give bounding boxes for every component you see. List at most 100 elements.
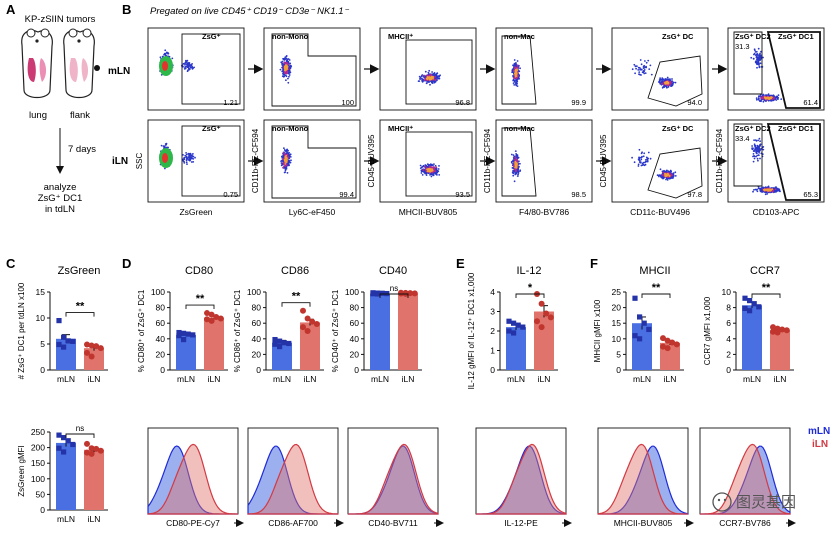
- event-dot: [516, 154, 518, 157]
- event-dot: [769, 99, 772, 102]
- event-dot: [755, 148, 757, 151]
- histogram-5: CCR7-BV786: [699, 427, 796, 528]
- event-dot: [510, 161, 513, 164]
- event-dot: [754, 188, 757, 191]
- event-dot: [282, 72, 284, 75]
- event-dot: [753, 157, 756, 160]
- data-point-circle: [84, 349, 90, 356]
- plot-frame: [611, 27, 709, 111]
- y-tick-label: 40: [252, 334, 262, 344]
- data-point-circle: [213, 313, 220, 320]
- event-dot: [515, 66, 517, 69]
- y-tick-label: 0: [256, 365, 261, 375]
- event-dot: [756, 148, 759, 151]
- event-dot: [427, 71, 430, 74]
- gate-title-dc2: ZsG⁺ DC2: [735, 124, 771, 133]
- gate-title-dc1: ZsG⁺ DC1: [778, 32, 814, 41]
- event-dot: [289, 62, 292, 65]
- event-dot: [423, 79, 426, 81]
- event-dot: [672, 172, 675, 175]
- flow-plot-r0-c5: ZsG⁺ DC2 ZsG⁺ DC1 31.3 61.4: [727, 27, 825, 111]
- data-point-circle: [204, 316, 210, 323]
- panel-letter-d: D: [122, 256, 131, 271]
- gate-dc1: [766, 31, 821, 109]
- event-dot: [669, 169, 672, 172]
- event-dot: [752, 155, 754, 158]
- data-point-square: [56, 445, 62, 451]
- event-dot: [516, 175, 519, 177]
- bar-iLN: [770, 330, 790, 370]
- event-dot: [642, 163, 645, 166]
- data-point-circle: [88, 445, 95, 452]
- event-dot: [634, 72, 636, 75]
- event-dot: [757, 154, 760, 157]
- event-dot: [663, 86, 666, 88]
- data-point-square: [181, 330, 187, 336]
- event-dot: [510, 153, 513, 156]
- event-dot: [514, 74, 517, 77]
- data-point-circle: [88, 353, 95, 360]
- event-dot: [756, 146, 758, 149]
- data-point-circle: [664, 345, 671, 352]
- x-tick-label: mLN: [633, 374, 651, 384]
- event-dot: [430, 164, 432, 167]
- event-dot: [516, 85, 519, 87]
- event-dot: [757, 139, 759, 142]
- event-dot: [514, 162, 517, 165]
- event-dot: [418, 75, 421, 78]
- data-point-square: [515, 322, 521, 328]
- event-dot: [757, 159, 759, 162]
- gate-title: ZsG⁺ DC: [662, 124, 694, 133]
- y-axis-label: % CD80⁺ of ZsG⁺ DC1: [137, 289, 146, 372]
- gate-non-mac: [501, 127, 537, 197]
- x-tick-label: iLN: [304, 374, 317, 384]
- bar-mLN: [56, 442, 76, 510]
- event-dot: [164, 49, 167, 52]
- event-dot: [757, 63, 759, 66]
- event-dot: [631, 68, 634, 71]
- gate-percent-dc2: 31.3: [735, 42, 750, 51]
- event-dot: [284, 160, 287, 163]
- histogram-iLN: [700, 443, 791, 515]
- event-dot: [644, 159, 647, 161]
- event-dot: [514, 164, 517, 167]
- event-dot: [188, 153, 191, 156]
- chart-title: MHCII: [639, 265, 670, 277]
- bar-chart-F-6: MHCII 0 5 10 15 20 25 MHCII gMFI x100 mLN iLN **: [593, 265, 684, 384]
- event-dot: [185, 158, 188, 161]
- event-dot: [515, 153, 517, 155]
- event-dot: [432, 73, 435, 75]
- data-point-square: [756, 304, 762, 310]
- event-dot: [512, 172, 515, 175]
- event-dot: [426, 74, 428, 77]
- event-dot: [284, 163, 287, 165]
- event-dot: [431, 71, 433, 73]
- event-dot: [515, 166, 518, 169]
- histogram-3: IL-12-PE: [475, 427, 572, 528]
- event-dot: [421, 78, 423, 80]
- significance-bracket: [515, 293, 545, 298]
- event-dot: [438, 174, 441, 176]
- event-dot: [430, 77, 433, 79]
- data-point-square: [632, 295, 638, 301]
- plot-frame: [263, 27, 361, 111]
- event-dot: [423, 74, 426, 77]
- bar-mLN: [742, 305, 762, 370]
- gate-percent: 61.4: [803, 98, 818, 107]
- event-dot: [514, 156, 517, 159]
- event-dot: [647, 151, 650, 154]
- event-dot: [184, 67, 187, 70]
- event-dot: [425, 174, 428, 176]
- y-axis-label: IL-12 gMFI of IL-12⁺ DC1 x1,000: [467, 272, 476, 389]
- row-label-mln: mLN: [108, 66, 130, 77]
- y-axis-label: CD11b-PE-CF594: [251, 128, 260, 193]
- data-point-square: [65, 438, 71, 444]
- event-dot: [637, 66, 640, 69]
- event-dot: [437, 168, 440, 170]
- y-tick-label: 40: [350, 334, 360, 344]
- event-dot: [666, 179, 669, 181]
- y-tick-label: 4: [490, 287, 495, 297]
- event-dot: [419, 164, 422, 167]
- event-dot: [762, 56, 764, 59]
- event-dot: [637, 163, 640, 166]
